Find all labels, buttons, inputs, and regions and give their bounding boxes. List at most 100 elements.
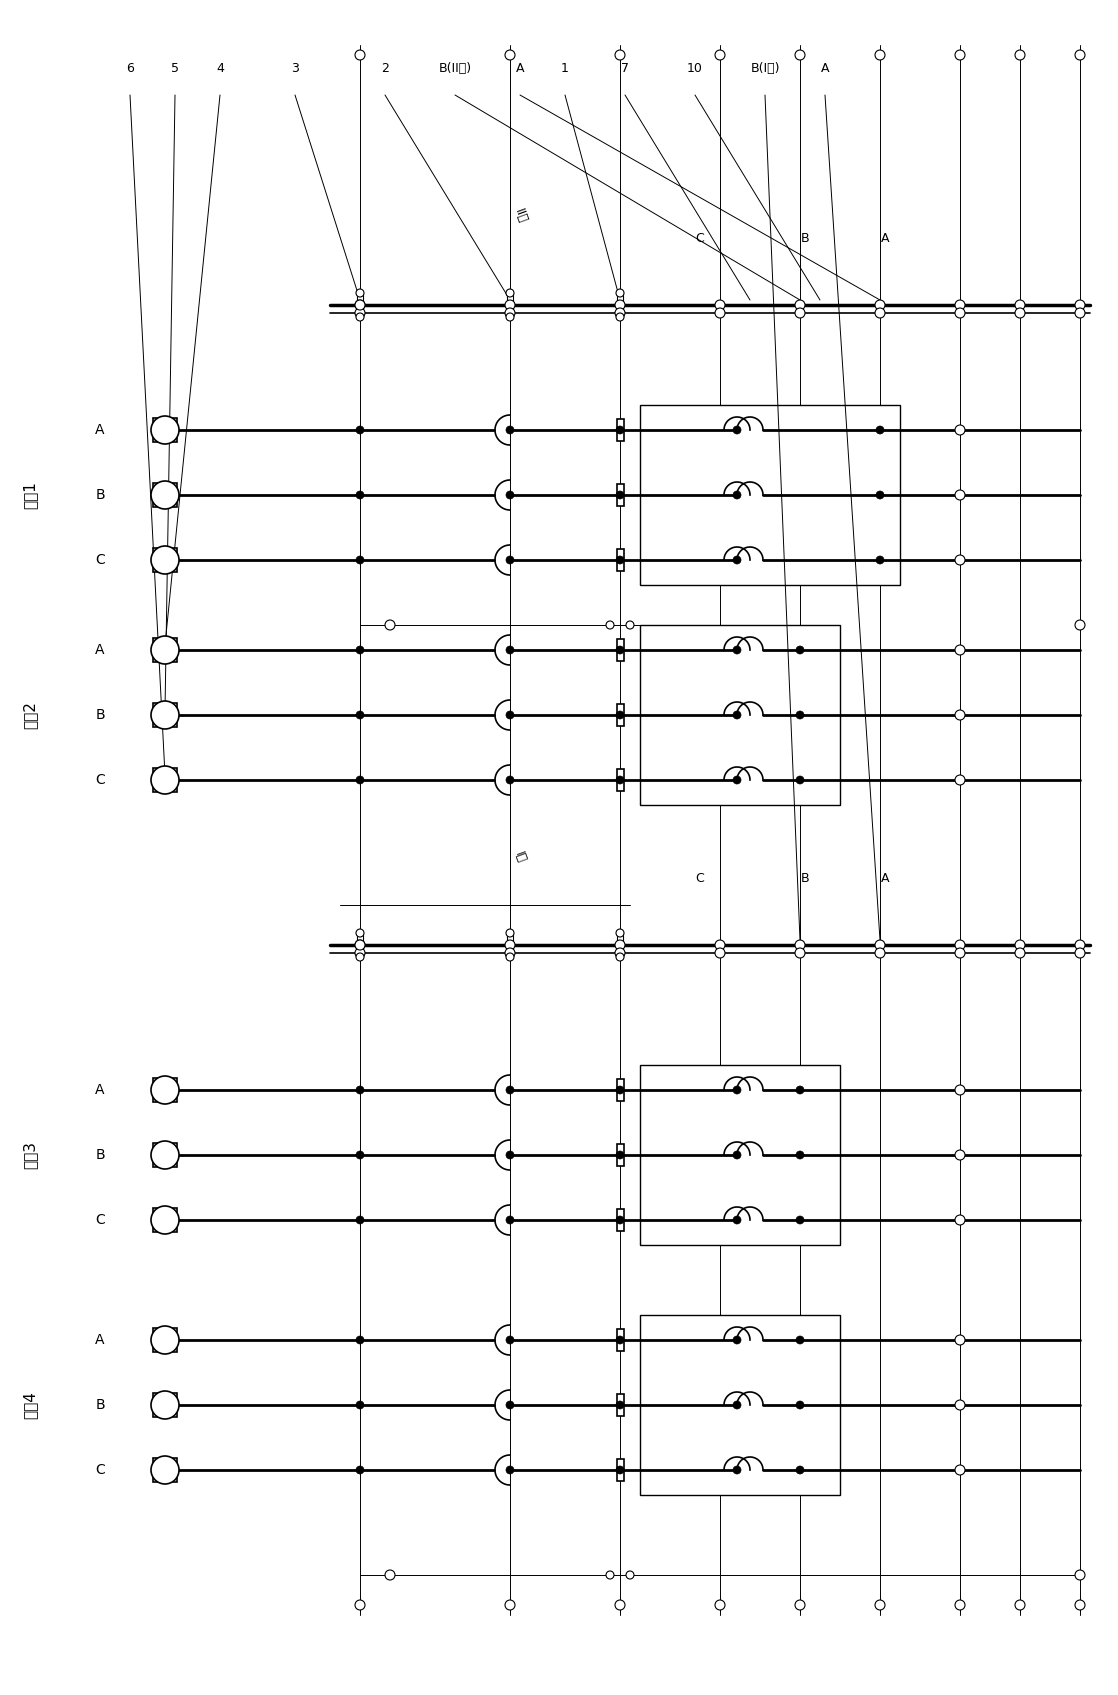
Text: B: B — [800, 871, 809, 885]
Text: A: A — [515, 63, 524, 75]
Circle shape — [716, 948, 724, 958]
Circle shape — [626, 1571, 634, 1580]
Circle shape — [955, 1600, 965, 1610]
Circle shape — [505, 308, 515, 319]
Circle shape — [1076, 49, 1084, 59]
Circle shape — [505, 1600, 515, 1610]
Circle shape — [505, 49, 515, 59]
Circle shape — [616, 492, 624, 498]
Circle shape — [506, 1466, 514, 1475]
Text: A: A — [95, 1332, 105, 1348]
Bar — [153, 1142, 177, 1166]
Text: B: B — [95, 1398, 105, 1412]
Circle shape — [356, 1215, 364, 1224]
Circle shape — [955, 710, 965, 720]
Circle shape — [733, 1336, 741, 1344]
Circle shape — [506, 1151, 514, 1159]
Circle shape — [151, 415, 179, 444]
Circle shape — [356, 941, 364, 949]
Text: B: B — [95, 1148, 105, 1163]
Text: 10: 10 — [688, 63, 703, 75]
Circle shape — [795, 49, 805, 59]
Circle shape — [616, 1402, 624, 1409]
Circle shape — [615, 948, 625, 958]
Circle shape — [356, 556, 364, 564]
Circle shape — [616, 314, 624, 320]
Text: 出线4: 出线4 — [22, 1392, 38, 1419]
Circle shape — [955, 775, 965, 785]
Bar — [639, 1064, 840, 1246]
Circle shape — [796, 646, 804, 654]
Circle shape — [875, 1600, 885, 1610]
Circle shape — [955, 308, 965, 319]
Circle shape — [506, 776, 514, 785]
Circle shape — [955, 300, 965, 310]
Circle shape — [1076, 1600, 1084, 1610]
Circle shape — [356, 314, 364, 320]
Circle shape — [151, 1141, 179, 1170]
Circle shape — [875, 948, 885, 958]
Text: 出线1: 出线1 — [22, 481, 38, 508]
Text: B: B — [95, 488, 105, 502]
Text: 3: 3 — [291, 63, 299, 75]
Text: 5: 5 — [171, 63, 179, 75]
Circle shape — [615, 300, 625, 310]
Circle shape — [1076, 620, 1084, 631]
Circle shape — [796, 1402, 804, 1409]
Circle shape — [506, 1086, 514, 1093]
Circle shape — [796, 1086, 804, 1093]
Text: C: C — [695, 232, 704, 246]
Text: A: A — [95, 424, 105, 437]
Text: II母: II母 — [511, 207, 529, 225]
Circle shape — [955, 490, 965, 500]
Circle shape — [356, 776, 364, 785]
Circle shape — [1076, 1570, 1084, 1580]
Circle shape — [506, 1336, 514, 1344]
Circle shape — [616, 710, 624, 719]
Circle shape — [875, 300, 885, 310]
Circle shape — [733, 646, 741, 654]
Bar — [153, 1209, 177, 1232]
Circle shape — [733, 1466, 741, 1475]
Bar — [153, 1458, 177, 1481]
Bar — [153, 547, 177, 571]
Circle shape — [356, 425, 364, 434]
Circle shape — [796, 710, 804, 719]
Circle shape — [616, 646, 624, 654]
Circle shape — [356, 308, 364, 319]
Circle shape — [955, 1149, 965, 1159]
Circle shape — [616, 1215, 624, 1224]
Circle shape — [796, 1466, 804, 1475]
Circle shape — [506, 314, 514, 320]
Circle shape — [1076, 308, 1084, 319]
Circle shape — [151, 636, 179, 664]
Bar — [153, 1393, 177, 1417]
Circle shape — [955, 1215, 965, 1225]
Circle shape — [955, 425, 965, 436]
Bar — [639, 405, 900, 585]
Circle shape — [795, 1600, 805, 1610]
Circle shape — [615, 308, 625, 319]
Bar — [616, 549, 624, 571]
Circle shape — [733, 556, 741, 564]
Circle shape — [716, 308, 724, 319]
Circle shape — [796, 1336, 804, 1344]
Circle shape — [151, 481, 179, 508]
Circle shape — [506, 290, 514, 297]
Circle shape — [506, 929, 514, 937]
Circle shape — [616, 1151, 624, 1159]
Circle shape — [796, 1151, 804, 1159]
Circle shape — [716, 300, 724, 310]
Circle shape — [733, 1151, 741, 1159]
Text: C: C — [695, 871, 704, 885]
Circle shape — [1015, 300, 1025, 310]
Text: B: B — [800, 232, 809, 246]
Circle shape — [733, 776, 741, 785]
Text: A: A — [881, 871, 889, 885]
Circle shape — [733, 1086, 741, 1093]
Bar — [616, 1080, 624, 1102]
Text: 出线3: 出线3 — [22, 1141, 38, 1170]
Circle shape — [616, 1086, 624, 1093]
Bar — [153, 637, 177, 663]
Circle shape — [615, 1600, 625, 1610]
